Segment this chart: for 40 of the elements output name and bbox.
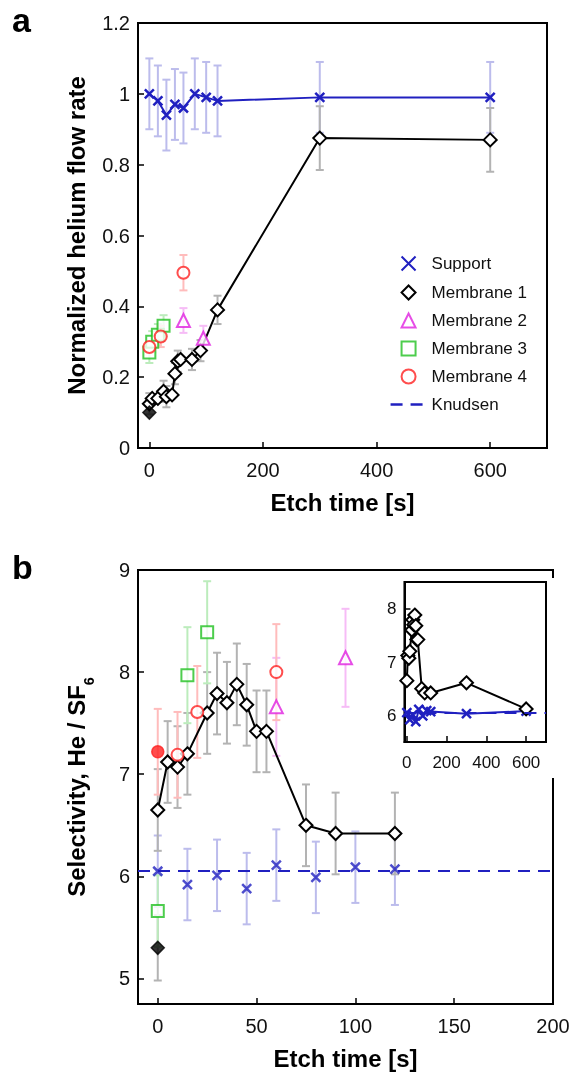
y-tick-label: 6 bbox=[118, 865, 130, 888]
legend-label: Support bbox=[431, 254, 492, 273]
text: b bbox=[12, 548, 33, 586]
y-tick-label: 8 bbox=[118, 661, 130, 684]
y-tick-label: 6 bbox=[386, 705, 397, 725]
legend-label: Membrane 3 bbox=[431, 339, 527, 358]
x-tick-label: 0 bbox=[152, 1015, 164, 1037]
y-tick-label: 0.2 bbox=[102, 366, 130, 389]
x-tick-label: 100 bbox=[338, 1015, 373, 1037]
x-tick-label: 200 bbox=[246, 459, 280, 481]
legend-label: Membrane 2 bbox=[431, 311, 527, 330]
text: a bbox=[12, 1, 32, 39]
y-tick-label: 7 bbox=[118, 763, 130, 786]
x-tick-label: 0 bbox=[143, 459, 155, 481]
legend-label: Knudsen bbox=[431, 395, 499, 414]
legend-label: Membrane 4 bbox=[431, 367, 527, 386]
x-axis-title: Etch time [s] bbox=[270, 488, 415, 516]
y-tick-label: 1.2 bbox=[102, 12, 130, 34]
y-tick-label: 7 bbox=[386, 652, 397, 672]
y-axis-title: Selectivity, He / SF6 bbox=[62, 677, 97, 897]
x-tick-label: 600 bbox=[511, 753, 541, 772]
x-axis-title: Etch time [s] bbox=[273, 1044, 418, 1072]
y-tick-label: 5 bbox=[118, 967, 130, 990]
y-axis-title: Normalized helium flow rate bbox=[62, 76, 90, 395]
y-tick-label: 9 bbox=[118, 559, 130, 581]
x-tick-label: 150 bbox=[437, 1015, 471, 1037]
legend-label: Membrane 1 bbox=[431, 283, 527, 302]
x-tick-label: 200 bbox=[536, 1015, 570, 1037]
y-tick-label: 0 bbox=[118, 437, 130, 459]
y-tick-label: 0.8 bbox=[102, 153, 130, 176]
x-tick-label: 600 bbox=[473, 459, 507, 481]
y-tick-label: 1 bbox=[118, 82, 130, 105]
x-tick-label: 200 bbox=[432, 753, 461, 772]
x-tick-label: 400 bbox=[472, 753, 501, 772]
x-tick-label: 0 bbox=[402, 753, 412, 772]
x-tick-label: 50 bbox=[245, 1015, 268, 1037]
y-tick-label: 0.4 bbox=[102, 295, 130, 318]
x-tick-label: 400 bbox=[359, 459, 394, 481]
y-tick-label: 8 bbox=[386, 599, 397, 619]
y-tick-label: 0.6 bbox=[102, 224, 130, 247]
